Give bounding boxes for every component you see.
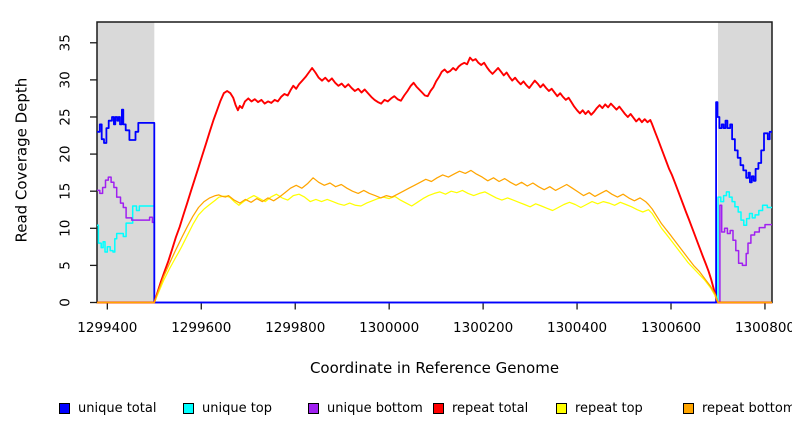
x-tick-label: 1299400 [77, 320, 137, 336]
series-unique-top [97, 191, 772, 304]
y-tick-label: 35 [58, 34, 74, 51]
y-tick-label: 10 [58, 220, 74, 237]
x-tick-label: 1300400 [547, 320, 607, 336]
x-axis-title: Coordinate in Reference Genome [309, 359, 560, 377]
y-axis-title: Read Coverage Depth [12, 77, 31, 243]
y-tick-label: 25 [57, 108, 73, 125]
y-tick-label: 0 [58, 298, 74, 307]
y-tick-label: 5 [58, 261, 74, 270]
x-tick-label: 1299800 [265, 320, 325, 336]
y-tick-label: 30 [58, 71, 74, 88]
x-tick-label: 1299600 [171, 320, 231, 336]
series-unique-bottom [97, 176, 772, 304]
plot-border [96, 21, 773, 304]
x-tick-label: 1300600 [641, 320, 701, 336]
series-repeat-bottom [97, 169, 772, 304]
series-repeat-total [97, 56, 772, 304]
x-tick-label: 1300000 [359, 320, 419, 336]
x-tick-label: 1300800 [735, 320, 792, 336]
x-tick-label: 1300200 [453, 320, 513, 336]
right-flank-region [717, 22, 772, 303]
left-flank-region [97, 22, 155, 303]
y-tick-label: 20 [58, 145, 74, 162]
series-unique-total [97, 101, 772, 304]
y-tick-label: 15 [58, 183, 74, 200]
